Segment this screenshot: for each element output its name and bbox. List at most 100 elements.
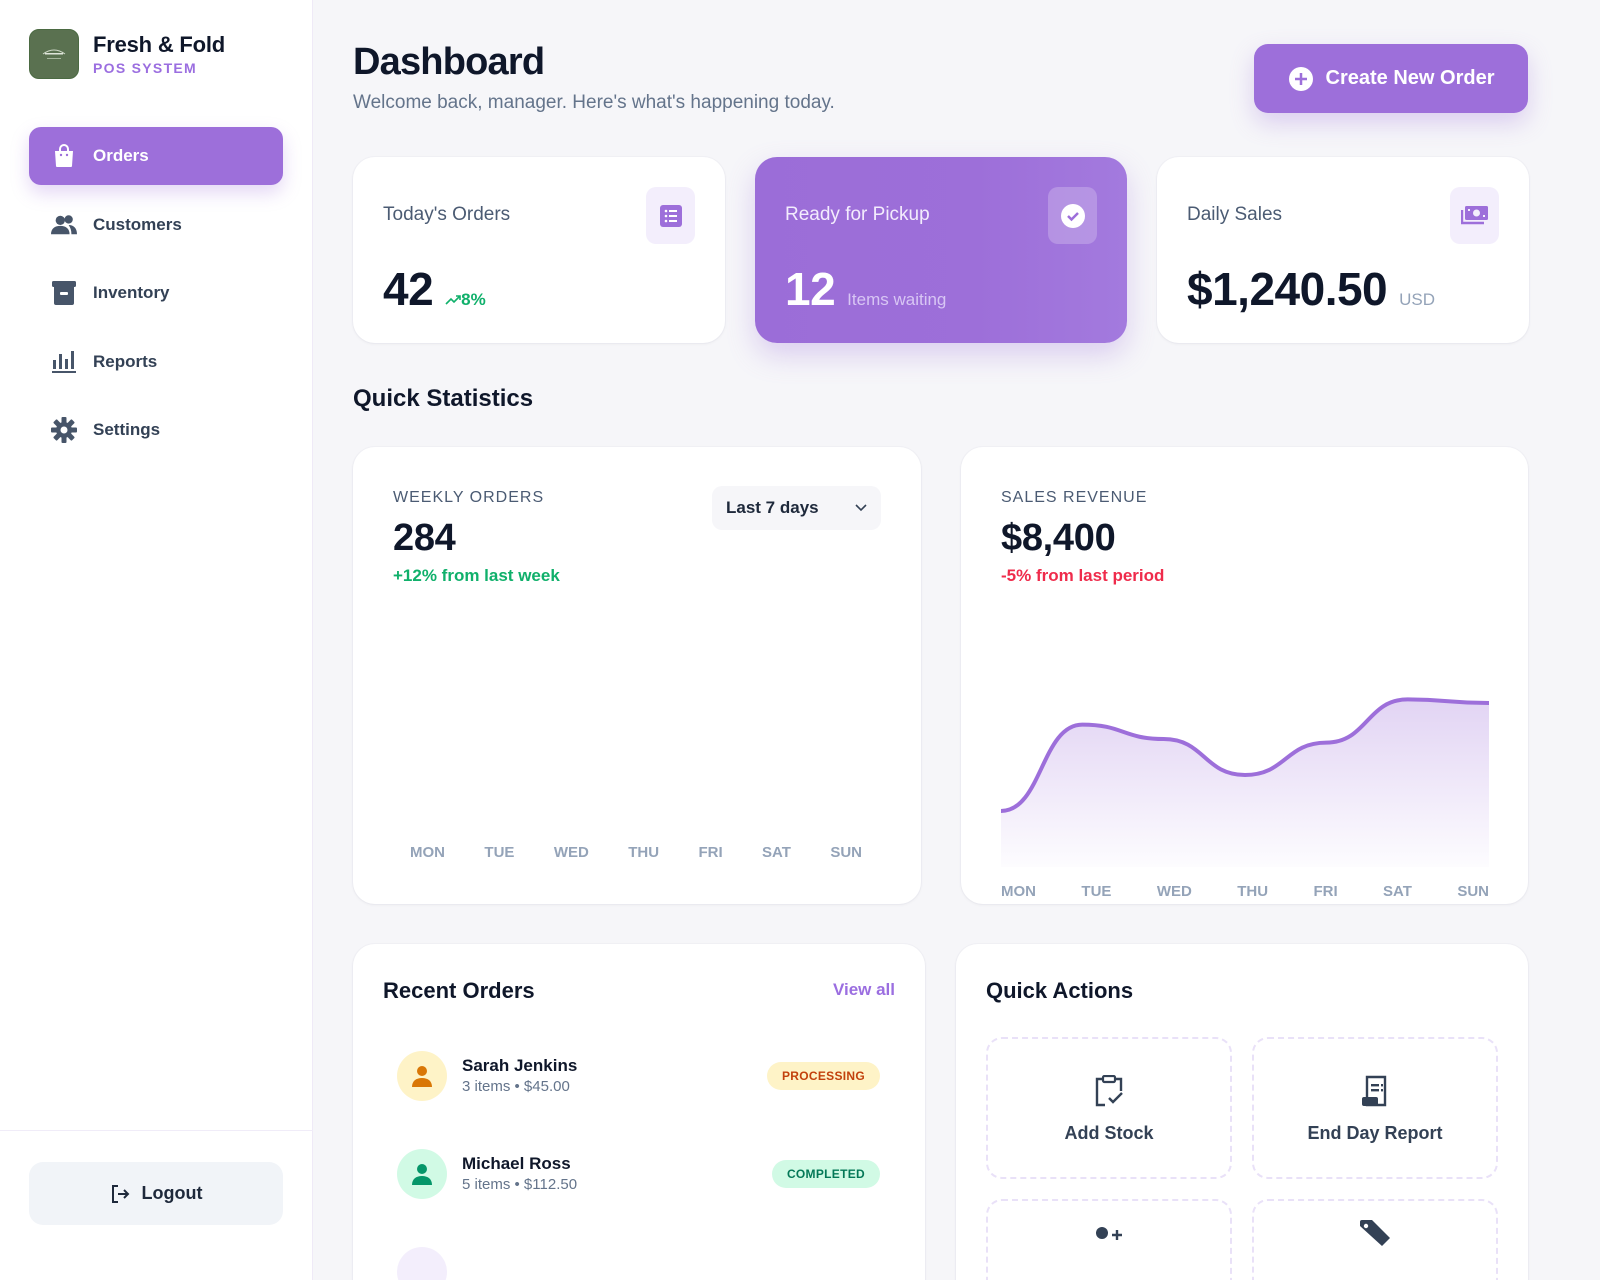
x-label: TUE: [484, 844, 515, 861]
x-label: THU: [628, 844, 660, 861]
x-label: FRI: [698, 844, 723, 861]
x-label: MON: [410, 844, 445, 861]
shopping-bag-icon: [51, 143, 77, 169]
x-label: SAT: [1383, 883, 1412, 900]
sidebar-item-label: Reports: [93, 351, 158, 371]
sidebar-item-label: Inventory: [93, 283, 170, 302]
tag-action-button[interactable]: [1252, 1199, 1498, 1280]
add-stock-button[interactable]: Add Stock: [986, 1037, 1232, 1179]
sales-revenue-label: SALES REVENUE: [1001, 489, 1148, 506]
stat-value: 12: [785, 263, 836, 315]
sidebar-nav: Orders Customers Inventory Reports Setti…: [29, 127, 283, 470]
weekly-orders-card: WEEKLY ORDERS 284 +12% from last week La…: [353, 447, 921, 904]
recent-orders-title: Recent Orders: [383, 978, 535, 1003]
stat-label: Daily Sales: [1187, 204, 1283, 225]
chevron-down-icon: [855, 504, 867, 512]
sales-revenue-area-chart: [1001, 697, 1489, 867]
status-badge: PROCESSING: [766, 1062, 880, 1090]
customer-name: Sarah Jenkins: [462, 1056, 578, 1075]
sales-revenue-x-axis: MON TUE WED THU FRI SAT SUN: [1001, 883, 1489, 900]
stat-label: Today's Orders: [383, 204, 511, 225]
x-label: SAT: [762, 844, 791, 861]
recent-orders-panel: Recent Orders View all Sarah Jenkins 3 i…: [353, 944, 925, 1280]
bar-chart-icon: [51, 349, 77, 375]
x-label: TUE: [1081, 883, 1112, 900]
order-meta: 5 items • $112.50: [462, 1176, 578, 1193]
tag-icon: [1360, 1215, 1390, 1251]
sidebar-footer: Logout: [0, 1130, 313, 1280]
gear-icon: [51, 417, 77, 443]
quick-statistics-title: Quick Statistics: [353, 385, 534, 412]
stat-note: Items waiting: [847, 290, 947, 309]
sidebar: Fresh & Fold POS SYSTEM Orders Customers…: [0, 0, 313, 1280]
plus-circle-icon: [1288, 66, 1314, 92]
avatar: [397, 1051, 447, 1101]
logout-button[interactable]: Logout: [29, 1162, 283, 1225]
range-select-value: Last 7 days: [726, 498, 819, 517]
clipboard-check-icon: [1094, 1073, 1124, 1109]
brand-logo: [29, 29, 79, 79]
stat-label: Ready for Pickup: [785, 204, 930, 225]
stat-card-daily-sales[interactable]: Daily Sales $1,240.50 USD: [1157, 157, 1529, 343]
avatar: [397, 1247, 447, 1280]
trending-up-icon: [445, 295, 461, 305]
sidebar-item-label: Orders: [93, 146, 149, 165]
logo-mark-icon: [42, 49, 66, 59]
order-meta: 3 items • $45.00: [462, 1078, 570, 1095]
brand[interactable]: Fresh & Fold POS SYSTEM: [29, 29, 225, 79]
receipt-icon: [1361, 1073, 1389, 1109]
customer-name: Michael Ross: [462, 1154, 571, 1173]
page-title: Dashboard: [353, 41, 545, 83]
brand-name: Fresh & Fold: [93, 32, 226, 57]
x-label: SUN: [830, 844, 862, 861]
stat-card-ready-for-pickup[interactable]: Ready for Pickup 12 Items waiting: [755, 157, 1127, 343]
user-plus-icon: [1094, 1215, 1124, 1251]
stat-trend: 8%: [445, 290, 486, 310]
sales-revenue-delta: -5% from last period: [1001, 566, 1165, 585]
sidebar-item-orders[interactable]: Orders: [29, 127, 283, 185]
sidebar-item-label: Settings: [93, 420, 161, 439]
order-row[interactable]: Sarah Jenkins 3 items • $45.00 PROCESSIN…: [397, 1051, 880, 1101]
action-label: Add Stock: [1064, 1122, 1154, 1143]
range-select[interactable]: Last 7 days: [712, 486, 881, 530]
stat-value: $1,240.50: [1187, 263, 1388, 315]
user-icon: [412, 1164, 432, 1185]
user-icon: [412, 1066, 432, 1087]
stat-unit: USD: [1399, 290, 1436, 309]
banknotes-icon: [1450, 187, 1499, 244]
stat-value: 42: [383, 263, 434, 315]
sidebar-item-label: Customers: [93, 214, 182, 234]
order-row[interactable]: [397, 1247, 880, 1280]
page-subtitle: Welcome back, manager. Here's what's hap…: [353, 92, 835, 113]
main-content: Dashboard Welcome back, manager. Here's …: [313, 0, 1600, 1280]
sales-revenue-card: SALES REVENUE $8,400 -5% from last perio…: [961, 447, 1528, 904]
sales-revenue-value: $8,400: [1001, 517, 1116, 559]
sidebar-item-reports[interactable]: Reports: [29, 333, 283, 391]
view-all-link[interactable]: View all: [832, 980, 895, 999]
sidebar-item-settings[interactable]: Settings: [29, 401, 283, 459]
sidebar-item-customers[interactable]: Customers: [29, 196, 283, 254]
action-label: End Day Report: [1307, 1122, 1443, 1143]
brand-subtitle: POS SYSTEM: [93, 60, 198, 76]
quick-actions-title: Quick Actions: [986, 978, 1134, 1003]
order-row[interactable]: Michael Ross 5 items • $112.50 COMPLETED: [397, 1149, 880, 1199]
weekly-orders-label: WEEKLY ORDERS: [393, 489, 545, 506]
logout-icon: [110, 1184, 130, 1204]
check-circle-icon: [1048, 187, 1097, 244]
add-customer-button[interactable]: [986, 1199, 1232, 1280]
end-day-report-button[interactable]: End Day Report: [1252, 1037, 1498, 1179]
create-new-order-label: Create New Order: [1325, 67, 1495, 89]
sidebar-item-inventory[interactable]: Inventory: [29, 264, 283, 322]
weekly-orders-delta: +12% from last week: [393, 566, 560, 585]
status-badge: COMPLETED: [771, 1160, 880, 1188]
x-label: MON: [1001, 883, 1036, 900]
weekly-orders-x-axis: MON TUE WED THU FRI SAT SUN: [410, 844, 862, 861]
logout-label: Logout: [141, 1183, 203, 1203]
weekly-orders-value: 284: [393, 517, 456, 559]
x-label: WED: [553, 844, 589, 861]
stat-card-todays-orders[interactable]: Today's Orders 42 8%: [353, 157, 725, 343]
x-label: SUN: [1457, 883, 1489, 900]
create-new-order-button[interactable]: Create New Order: [1254, 44, 1528, 113]
quick-actions-panel: Quick Actions Add Stock End Day Report: [956, 944, 1528, 1280]
x-label: WED: [1156, 883, 1192, 900]
